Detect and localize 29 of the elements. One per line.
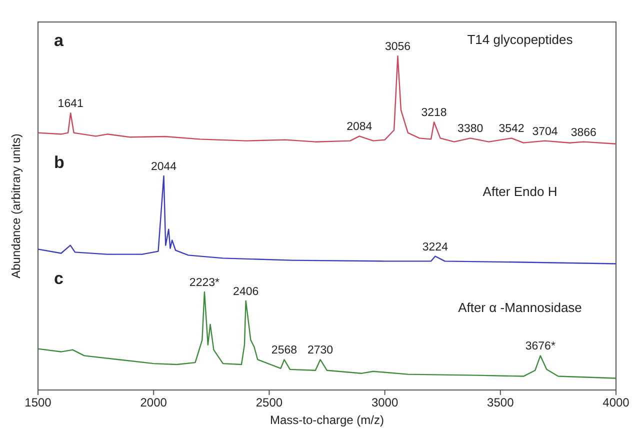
x-axis-title: Mass-to-charge (m/z)	[270, 413, 384, 427]
annotation: 3676*	[525, 340, 556, 353]
annotation: 2568	[271, 344, 298, 357]
annotation: 2044	[150, 161, 178, 173]
annotation: 1641	[58, 98, 84, 110]
y-axis-title: Abundance (arbitrary units)	[9, 134, 23, 278]
annotation: 3380	[458, 123, 484, 136]
x-tick-label: 2000	[140, 396, 168, 410]
chart-title: b	[54, 153, 64, 172]
annotation: 2730	[308, 344, 334, 357]
x-tick-label: 4000	[602, 396, 630, 410]
annotation: 3218	[421, 107, 447, 120]
x-tick-label: 3000	[371, 396, 398, 410]
annotation: 3224	[422, 241, 449, 254]
annotation: 3704	[532, 126, 558, 138]
annotation: 3056	[384, 41, 411, 53]
annotation: After Endo H	[482, 184, 558, 199]
annotation: 2223*	[189, 277, 220, 289]
annotation: 2084	[346, 121, 373, 134]
annotation: 2406	[233, 286, 259, 298]
annotation: After α -Mannosidase	[458, 300, 582, 315]
chart-title: c	[54, 269, 64, 288]
annotation: 3866	[570, 126, 596, 139]
x-tick-label: 2500	[256, 396, 283, 410]
annotation: 3542	[498, 123, 524, 136]
chart-title: a	[54, 31, 64, 50]
text: T14 glycopeptides	[467, 32, 574, 47]
x-tick-label: 1500	[24, 396, 52, 410]
x-tick-label: 3500	[487, 396, 514, 410]
